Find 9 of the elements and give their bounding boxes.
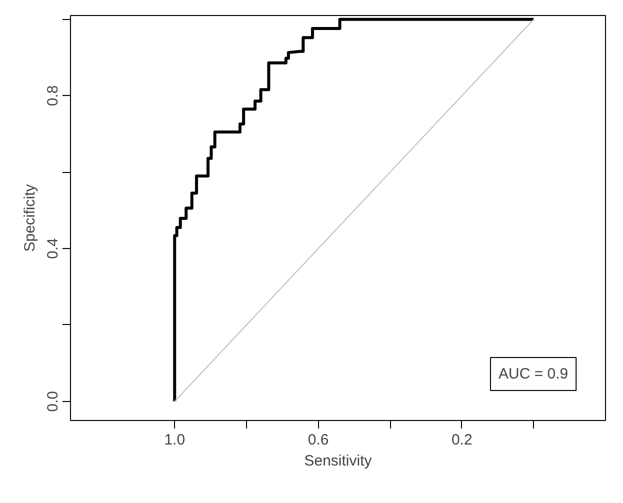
x-tick-label: 1.0 xyxy=(164,432,186,448)
y-axis-title: Specificity xyxy=(22,184,38,252)
x-tick-label: 0.6 xyxy=(308,432,329,448)
annotation: AUC = 0.9 xyxy=(498,366,568,382)
y-tick-label: 0.8 xyxy=(44,85,62,106)
x-axis-title: Sensitivity xyxy=(304,452,372,470)
y-tick-label: 0.4 xyxy=(44,238,62,259)
y-tick-label: 0.0 xyxy=(44,390,62,412)
x-tick-label: 0.2 xyxy=(451,432,472,448)
